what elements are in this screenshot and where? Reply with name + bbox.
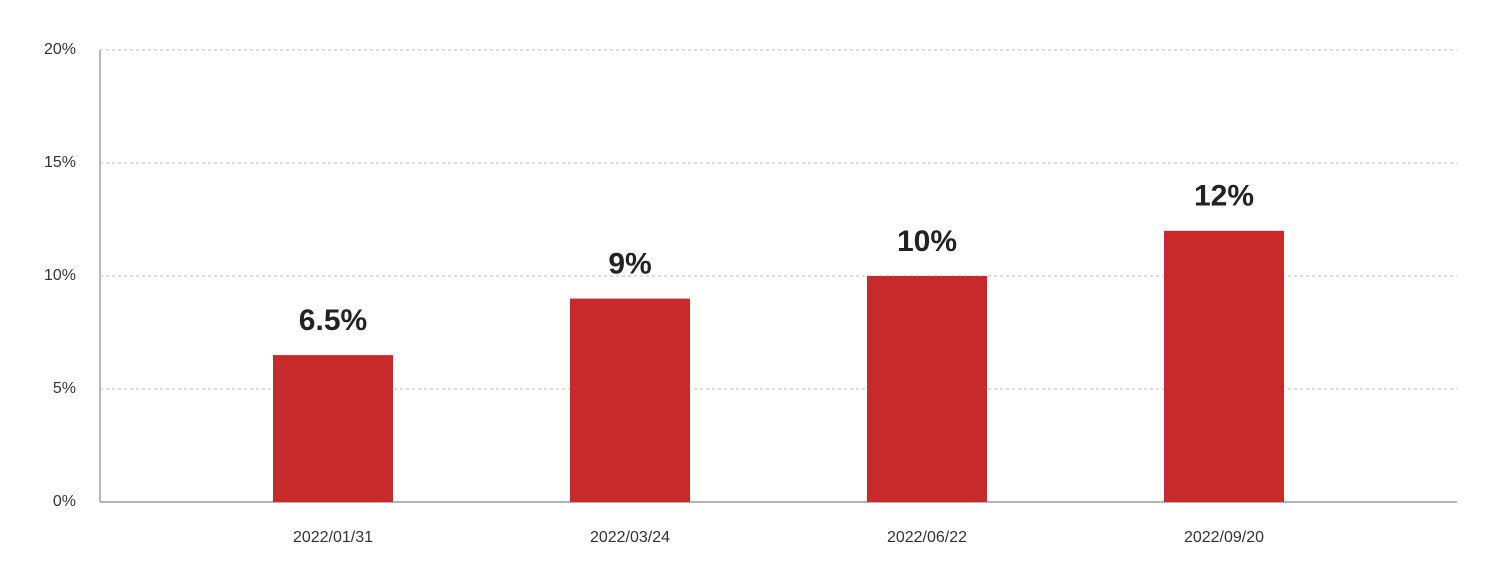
y-tick-label: 20% bbox=[44, 41, 76, 58]
x-tick-label: 2022/01/31 bbox=[293, 529, 373, 546]
x-tick-label: 2022/03/24 bbox=[590, 529, 670, 546]
value-label: 12% bbox=[1194, 180, 1254, 213]
y-tick-label: 5% bbox=[53, 380, 76, 397]
bar bbox=[1164, 230, 1284, 503]
value-label: 9% bbox=[608, 248, 651, 281]
x-tick-label: 2022/09/20 bbox=[1184, 529, 1264, 546]
value-label: 6.5% bbox=[299, 304, 367, 337]
bar bbox=[867, 276, 987, 502]
bar bbox=[273, 355, 393, 502]
x-tick-label: 2022/06/22 bbox=[887, 529, 967, 546]
bar bbox=[570, 298, 690, 502]
y-tick-label: 0% bbox=[53, 493, 76, 510]
y-tick-label: 10% bbox=[44, 267, 76, 284]
y-tick-label: 15% bbox=[44, 154, 76, 171]
value-label: 10% bbox=[897, 225, 957, 258]
